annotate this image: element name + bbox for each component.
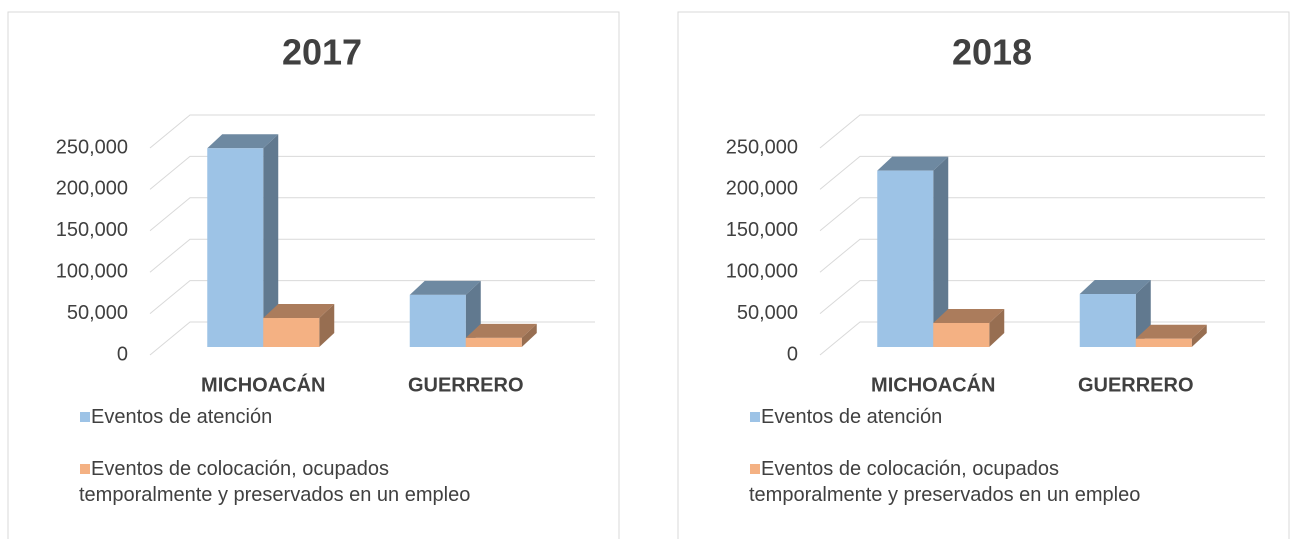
x-tick-label: MICHOACÁN xyxy=(201,373,325,396)
x-tick-label: GUERRERO xyxy=(408,374,524,396)
grid-line xyxy=(149,197,595,232)
grid-line xyxy=(149,280,595,314)
legend-item: Eventos de colocación, ocupados temporal… xyxy=(79,458,471,506)
legend-item: Eventos de colocación, ocupados temporal… xyxy=(749,458,1141,506)
bar xyxy=(933,322,990,347)
grid-line xyxy=(149,155,595,190)
y-tick-label: 250,000 xyxy=(726,136,798,158)
bar xyxy=(207,148,264,347)
bar-top xyxy=(933,308,1005,323)
bar xyxy=(1135,338,1192,347)
chart-title: 2018 xyxy=(952,32,1032,73)
bar xyxy=(263,318,320,347)
bar-side xyxy=(933,156,949,347)
legend-swatch xyxy=(80,464,90,474)
grid-line xyxy=(819,155,1265,190)
bar-top xyxy=(1079,280,1151,295)
y-tick-label: 100,000 xyxy=(56,260,128,282)
legend-label: Eventos de atención xyxy=(91,406,273,428)
legend-label: Eventos de atención xyxy=(761,406,943,428)
y-tick-label: 0 xyxy=(117,343,128,365)
bar xyxy=(465,337,522,347)
legend-item: Eventos de atención xyxy=(91,406,273,428)
x-tick-label: MICHOACÁN xyxy=(871,373,995,396)
bar-side xyxy=(1191,324,1207,347)
bar-side xyxy=(521,323,537,347)
chart: 2018 0 50,000 100,000 150,000 200,000 250,000 M… xyxy=(677,11,1290,539)
chart-title: 2017 xyxy=(282,32,362,73)
y-tick-label: 0 xyxy=(787,343,798,365)
y-tick-label: 250,000 xyxy=(56,136,128,158)
y-tick-label: 150,000 xyxy=(726,219,798,241)
bar-side xyxy=(263,134,279,347)
legend-label: Eventos de colocación, ocupados temporal… xyxy=(79,458,471,506)
bar xyxy=(877,170,934,347)
y-tick-label: 200,000 xyxy=(56,178,128,200)
bar-top xyxy=(207,134,279,149)
bar-top xyxy=(263,304,335,319)
x-tick-label: GUERRERO xyxy=(1078,374,1194,396)
y-tick-label: 150,000 xyxy=(56,219,128,241)
legend-item: Eventos de atención xyxy=(761,406,943,428)
y-tick-label: 100,000 xyxy=(726,260,798,282)
chart-frame xyxy=(7,11,620,539)
bar-top xyxy=(409,280,481,295)
grid-line xyxy=(819,197,1265,232)
bar-top xyxy=(877,156,949,171)
legend-swatch xyxy=(80,412,90,422)
bar-top xyxy=(465,323,537,338)
bar-side xyxy=(989,308,1005,347)
y-tick-label: 200,000 xyxy=(726,178,798,200)
grid-line xyxy=(149,114,595,149)
bar-top xyxy=(1135,324,1207,339)
y-tick-label: 50,000 xyxy=(737,302,798,324)
bar xyxy=(409,294,466,347)
grid-line xyxy=(819,114,1265,149)
bar-side xyxy=(319,304,335,347)
legend-swatch xyxy=(750,412,760,422)
bar xyxy=(1079,294,1136,347)
chart: 2017 0 50,000 100,000 150,000 200,000 250,000 M… xyxy=(7,11,620,539)
grid-line xyxy=(149,238,595,273)
legend-swatch xyxy=(750,464,760,474)
y-tick-label: 50,000 xyxy=(67,302,128,324)
legend-label: Eventos de colocación, ocupados temporal… xyxy=(749,458,1141,506)
chart-frame xyxy=(677,11,1290,539)
grid-line xyxy=(819,238,1265,273)
